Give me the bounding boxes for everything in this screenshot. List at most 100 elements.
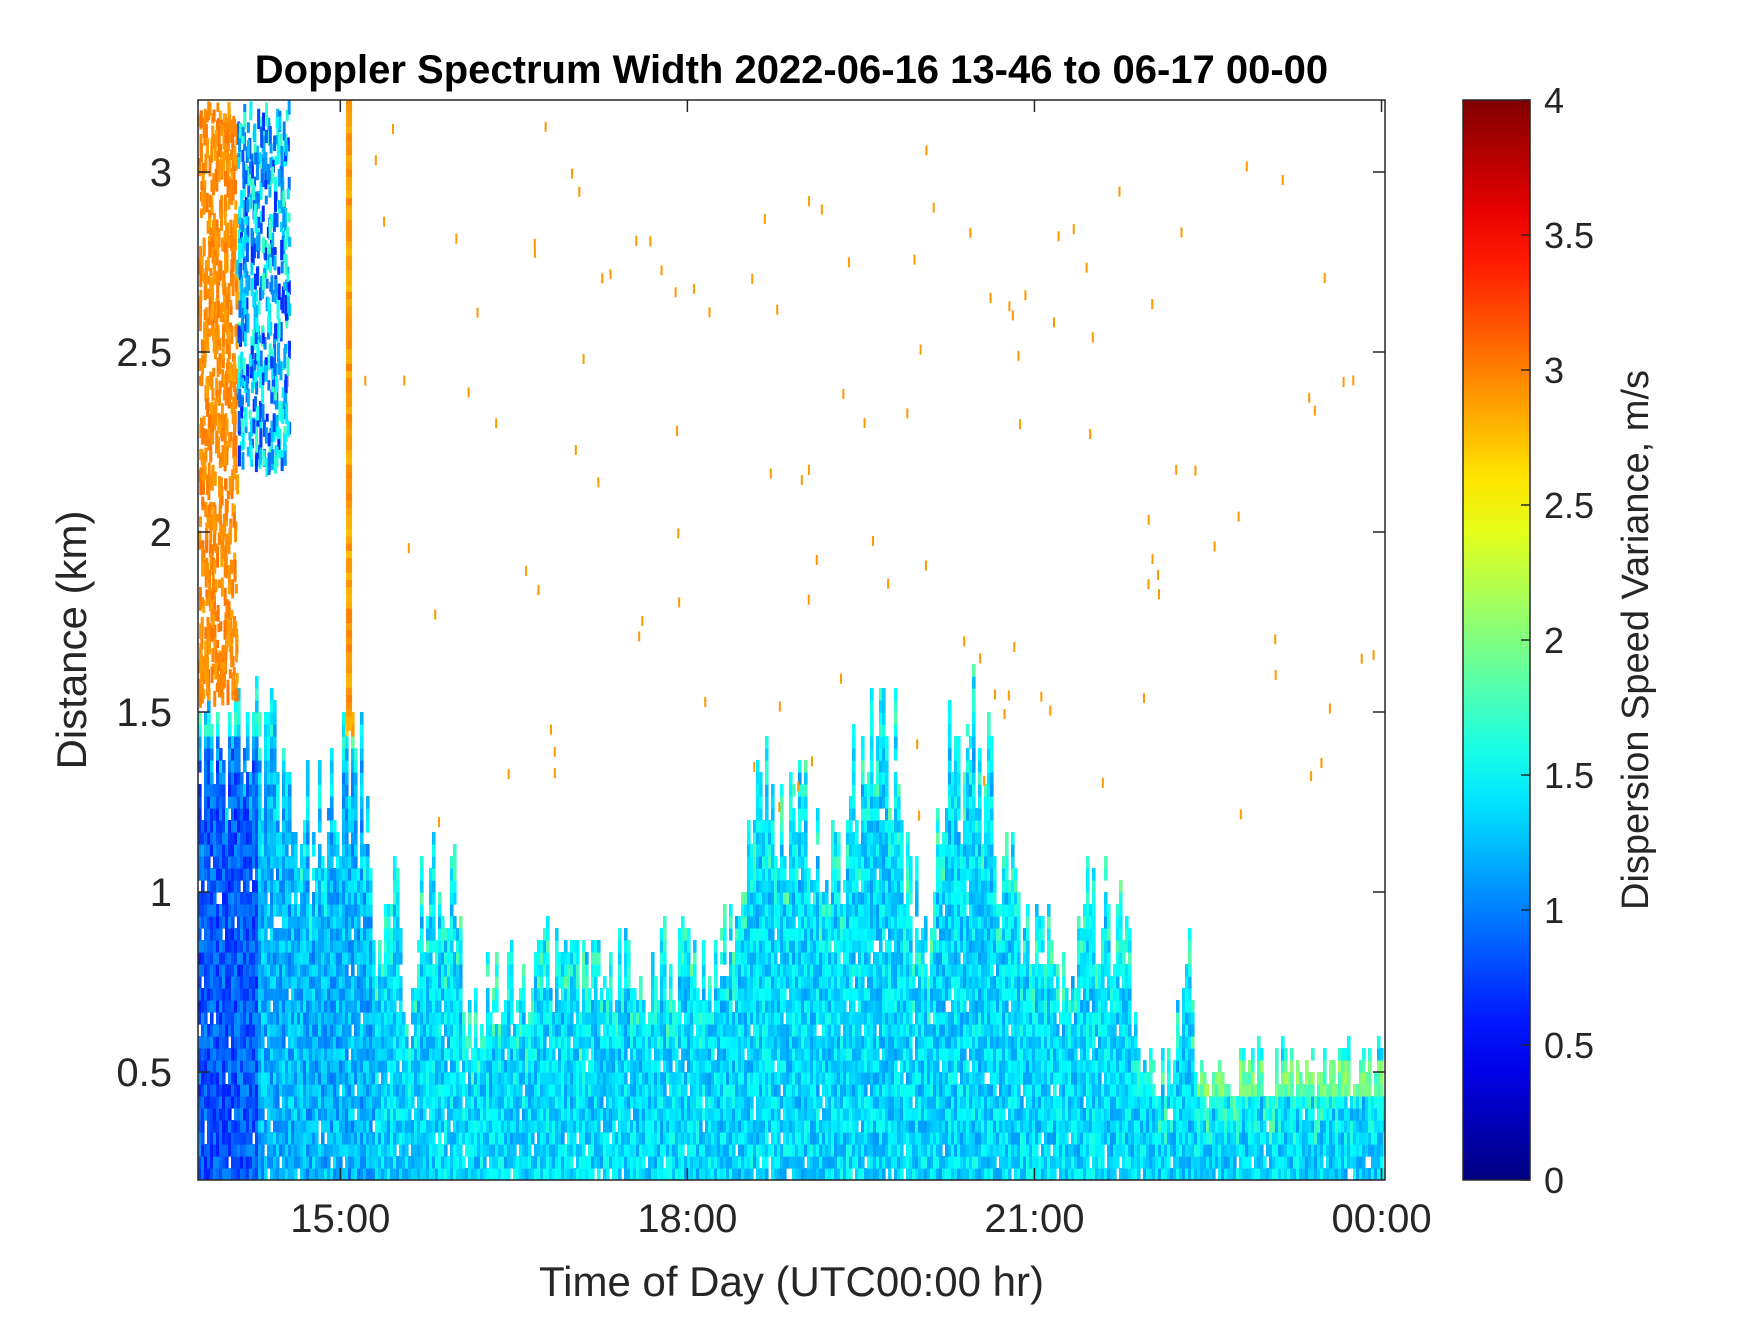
heatmap-cell (609, 1084, 613, 1097)
heatmap-cell (297, 916, 301, 929)
heatmap-cell (654, 1036, 658, 1049)
heatmap-cell (552, 1132, 556, 1145)
heatmap-cell (519, 988, 523, 1001)
heatmap-cell (453, 964, 457, 977)
heatmap-cell (255, 760, 259, 773)
heatmap-cell (312, 844, 316, 857)
heatmap-column (552, 1012, 556, 1180)
heatmap-cell (318, 1096, 322, 1109)
heatmap-cell (690, 1108, 694, 1121)
heatmap-cell (432, 868, 436, 881)
heatmap-cell (246, 1096, 250, 1109)
heatmap-cell (357, 1072, 361, 1085)
heatmap-cell (597, 1000, 601, 1013)
heatmap-cell (234, 892, 238, 905)
heatmap-cell (303, 880, 307, 893)
heatmap-cell (723, 1012, 727, 1025)
heatmap-cell (576, 1000, 580, 1013)
heatmap-cell (336, 1048, 340, 1061)
heatmap-cell (564, 1120, 568, 1133)
heatmap-cell (204, 868, 208, 881)
heatmap-cell (384, 1072, 388, 1085)
heatmap-cell (198, 1120, 202, 1133)
heatmap-cell (492, 988, 496, 1001)
heatmap-cell (432, 1132, 436, 1145)
heatmap-cell (675, 1168, 679, 1180)
heatmap-cell (306, 1168, 310, 1180)
heatmap-cell (276, 1108, 280, 1121)
heatmap-cell (618, 1120, 622, 1133)
heatmap-cell (243, 976, 247, 989)
heatmap-cell (555, 1084, 559, 1097)
heatmap-cell (708, 1132, 712, 1145)
heatmap-cell (354, 952, 358, 965)
heatmap-cell (294, 988, 298, 1001)
heatmap-cell (309, 1072, 313, 1085)
heatmap-cell (294, 904, 298, 917)
heatmap-cell (219, 1144, 223, 1157)
heatmap-cell (531, 1084, 535, 1097)
heatmap-cell (384, 1132, 388, 1145)
heatmap-cell (258, 856, 262, 869)
heatmap-cell (660, 1108, 664, 1121)
heatmap-cell (540, 1048, 544, 1061)
heatmap-cell (567, 1072, 571, 1085)
heatmap-cell (744, 1168, 748, 1180)
heatmap-cell (228, 880, 232, 893)
heatmap-cell (315, 1096, 319, 1109)
heatmap-cell (381, 1156, 385, 1169)
heatmap-cell (294, 1144, 298, 1157)
heatmap-cell (300, 868, 304, 881)
heatmap-cell (735, 964, 739, 977)
heatmap-cell (273, 1108, 277, 1121)
heatmap-cell (252, 940, 256, 953)
heatmap-cell (696, 1048, 700, 1061)
heatmap-cell (741, 976, 745, 989)
heatmap-cell (273, 832, 277, 845)
heatmap-cell (735, 1168, 739, 1180)
heatmap-cell (603, 1108, 607, 1121)
heatmap-cell (603, 976, 607, 989)
heatmap-cell (228, 712, 232, 725)
heatmap-cell (225, 916, 229, 929)
heatmap-cell (243, 844, 247, 857)
heatmap-cell (333, 928, 337, 941)
heatmap-cell (411, 1060, 415, 1073)
heatmap-cell (297, 880, 301, 893)
heatmap-cell (222, 904, 226, 917)
heatmap-cell (414, 1132, 418, 1145)
heatmap-cell (267, 904, 271, 917)
heatmap-cell (663, 1168, 667, 1180)
heatmap-cell (234, 1096, 238, 1109)
heatmap-cell (522, 1012, 526, 1025)
heatmap-cell (312, 928, 316, 941)
heatmap-cell (258, 1036, 262, 1049)
heatmap-cell (594, 1012, 598, 1025)
heatmap-cell (606, 1012, 610, 1025)
heatmap-cell (243, 1120, 247, 1133)
heatmap-cell (528, 1072, 532, 1085)
heatmap-cell (684, 1012, 688, 1025)
heatmap-cell (627, 1012, 631, 1025)
heatmap-cell (267, 1048, 271, 1061)
heatmap-cell (330, 868, 334, 881)
heatmap-cell (528, 1144, 532, 1157)
heatmap-cell (444, 1096, 448, 1109)
heatmap-cell (687, 1072, 691, 1085)
heatmap-cell (381, 1144, 385, 1157)
heatmap-cell (678, 1000, 682, 1013)
heatmap-cell (534, 976, 538, 989)
heatmap-cell (345, 1096, 349, 1109)
heatmap-cell (429, 940, 433, 953)
heatmap-cell (231, 928, 235, 941)
heatmap-cell (270, 976, 274, 989)
heatmap-cell (387, 1108, 391, 1121)
heatmap-cell (696, 1108, 700, 1121)
heatmap-cell (627, 1060, 631, 1073)
heatmap-cell (417, 964, 421, 977)
heatmap-cell (213, 1000, 217, 1013)
heatmap-cell (330, 1060, 334, 1073)
heatmap-cell (531, 1072, 535, 1085)
heatmap-cell (579, 1168, 583, 1180)
heatmap-cell (369, 1072, 373, 1085)
